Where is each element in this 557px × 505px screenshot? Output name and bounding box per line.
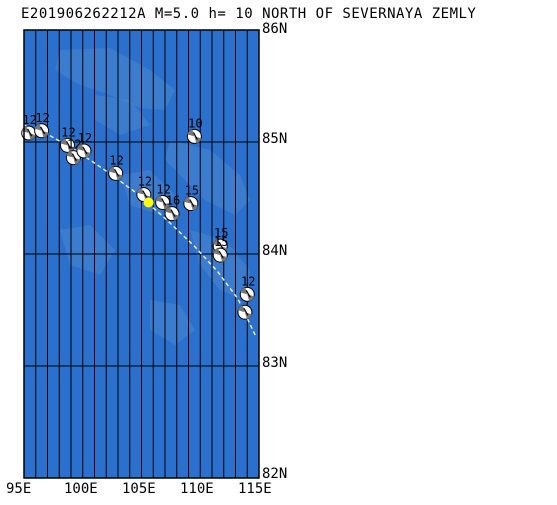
land-patch-0 [55,48,175,110]
beachball-1: 12 [34,111,50,139]
beachball-4: 12 [76,131,92,159]
beachball-7: 12 [155,182,171,210]
beachball-9: 15 [183,184,199,212]
land-patch-4 [95,95,150,135]
svg-text:15: 15 [214,226,228,240]
beachball-5: 12 [108,153,124,181]
svg-text:12: 12 [156,182,170,196]
beachball-3: 12 [65,138,82,166]
land-patch-5 [60,225,115,275]
beachball-8: 16 [164,194,180,222]
lon-label-105e: 105E [122,481,156,497]
lat-label-85n: 85N [262,131,288,147]
map-frame [23,29,260,479]
lat-label-82n: 82N [262,466,288,482]
lon-label-115e: 115E [238,481,272,497]
svg-text:12: 12 [35,111,49,125]
beachball-10: 10 [186,116,203,144]
svg-text:10: 10 [188,116,202,130]
land-patch-1 [165,140,250,215]
svg-text:12: 12 [61,125,75,139]
beachball-2: 12 [59,125,76,153]
lat-label-84n: 84N [262,243,288,259]
lon-label-100e: 100E [64,481,98,497]
svg-text:12: 12 [241,274,255,288]
beachball-12: 15 [212,235,228,263]
lat-label-86n: 86N [262,21,288,37]
land-patch-6 [150,300,195,345]
svg-text:12: 12 [109,153,123,167]
current-event-marker [143,197,154,208]
lon-label-110e: 110E [180,481,214,497]
svg-text:12: 12 [138,175,152,189]
beachball-14 [237,304,253,320]
lon-label-95e: 95E [6,481,32,497]
map-title: E201906262212A M=5.0 h= 10 NORTH OF SEVE… [21,6,477,22]
svg-text:12: 12 [78,131,92,145]
beachball-13: 12 [239,274,255,302]
svg-text:16: 16 [166,194,180,208]
svg-text:15: 15 [214,235,228,249]
svg-text:15: 15 [185,184,199,198]
lat-label-83n: 83N [262,355,288,371]
svg-text:12: 12 [22,113,36,127]
